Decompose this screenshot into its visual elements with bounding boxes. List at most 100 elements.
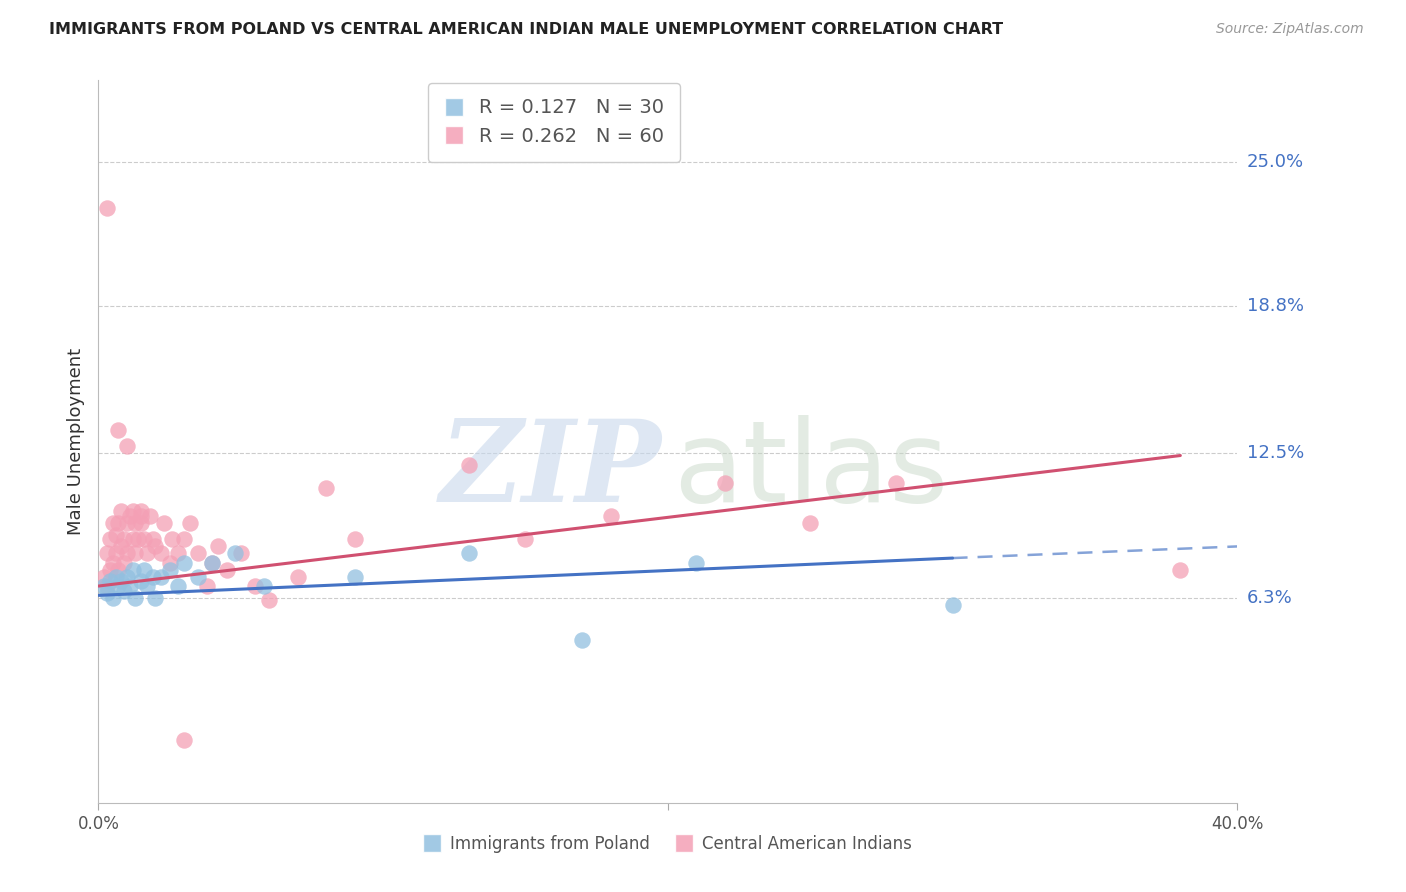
- Point: [187, 546, 209, 560]
- Point: [287, 570, 309, 584]
- Point: [115, 570, 138, 584]
- Point: [110, 504, 132, 518]
- Point: [1170, 563, 1192, 577]
- Point: [799, 516, 821, 530]
- Point: [187, 570, 209, 584]
- Point: [150, 546, 173, 560]
- Point: [685, 556, 707, 570]
- Point: [129, 504, 152, 518]
- Point: [135, 546, 157, 560]
- Point: [96, 579, 118, 593]
- Point: [110, 540, 132, 554]
- Point: [124, 516, 146, 530]
- Point: [167, 546, 190, 560]
- Point: [153, 516, 176, 530]
- Point: [457, 546, 479, 560]
- Point: [159, 556, 181, 570]
- Point: [96, 202, 118, 216]
- Point: [93, 570, 115, 584]
- Point: [112, 556, 135, 570]
- Text: ZIP: ZIP: [440, 415, 662, 526]
- Point: [118, 509, 141, 524]
- Point: [145, 591, 167, 605]
- Point: [107, 579, 129, 593]
- Point: [121, 563, 143, 577]
- Point: [118, 579, 141, 593]
- Point: [127, 533, 149, 547]
- Point: [173, 732, 195, 747]
- Point: [101, 516, 124, 530]
- Point: [104, 528, 127, 542]
- Point: [115, 516, 138, 530]
- Point: [112, 583, 135, 598]
- Point: [98, 563, 121, 577]
- Point: [150, 570, 173, 584]
- Point: [115, 439, 138, 453]
- Point: [259, 593, 281, 607]
- Point: [145, 540, 167, 554]
- Point: [942, 598, 965, 612]
- Point: [124, 591, 146, 605]
- Point: [884, 476, 907, 491]
- Point: [107, 423, 129, 437]
- Point: [179, 516, 201, 530]
- Point: [243, 579, 266, 593]
- Y-axis label: Male Unemployment: Male Unemployment: [66, 348, 84, 535]
- Point: [224, 546, 246, 560]
- Point: [124, 546, 146, 560]
- Point: [96, 586, 118, 600]
- Text: 12.5%: 12.5%: [1247, 444, 1303, 462]
- Point: [96, 546, 118, 560]
- Point: [93, 579, 115, 593]
- Point: [98, 533, 121, 547]
- Point: [107, 563, 129, 577]
- Point: [201, 556, 224, 570]
- Point: [252, 579, 274, 593]
- Text: Source: ZipAtlas.com: Source: ZipAtlas.com: [1216, 22, 1364, 37]
- Point: [201, 556, 224, 570]
- Point: [101, 591, 124, 605]
- Legend: Immigrants from Poland, Central American Indians: Immigrants from Poland, Central American…: [418, 828, 918, 860]
- Point: [129, 516, 152, 530]
- Text: atlas: atlas: [673, 415, 949, 526]
- Point: [112, 533, 135, 547]
- Point: [173, 533, 195, 547]
- Point: [229, 546, 252, 560]
- Point: [132, 563, 155, 577]
- Point: [167, 579, 190, 593]
- Point: [141, 533, 163, 547]
- Point: [104, 570, 127, 584]
- Point: [207, 540, 229, 554]
- Point: [159, 563, 181, 577]
- Text: 25.0%: 25.0%: [1247, 153, 1303, 171]
- Point: [195, 579, 218, 593]
- Point: [110, 574, 132, 589]
- Point: [515, 533, 537, 547]
- Point: [457, 458, 479, 472]
- Point: [215, 563, 238, 577]
- Point: [714, 476, 737, 491]
- Point: [101, 556, 124, 570]
- Point: [121, 533, 143, 547]
- Point: [121, 504, 143, 518]
- Text: IMMIGRANTS FROM POLAND VS CENTRAL AMERICAN INDIAN MALE UNEMPLOYMENT CORRELATION : IMMIGRANTS FROM POLAND VS CENTRAL AMERIC…: [49, 22, 1004, 37]
- Point: [571, 632, 593, 647]
- Point: [138, 509, 160, 524]
- Point: [343, 570, 366, 584]
- Point: [129, 574, 152, 589]
- Point: [141, 570, 163, 584]
- Point: [315, 481, 337, 495]
- Point: [115, 546, 138, 560]
- Text: 6.3%: 6.3%: [1247, 589, 1292, 607]
- Point: [104, 546, 127, 560]
- Point: [600, 509, 623, 524]
- Point: [343, 533, 366, 547]
- Point: [98, 574, 121, 589]
- Point: [132, 533, 155, 547]
- Point: [135, 579, 157, 593]
- Point: [173, 556, 195, 570]
- Point: [129, 509, 152, 524]
- Point: [162, 533, 184, 547]
- Text: 18.8%: 18.8%: [1247, 297, 1303, 316]
- Point: [107, 516, 129, 530]
